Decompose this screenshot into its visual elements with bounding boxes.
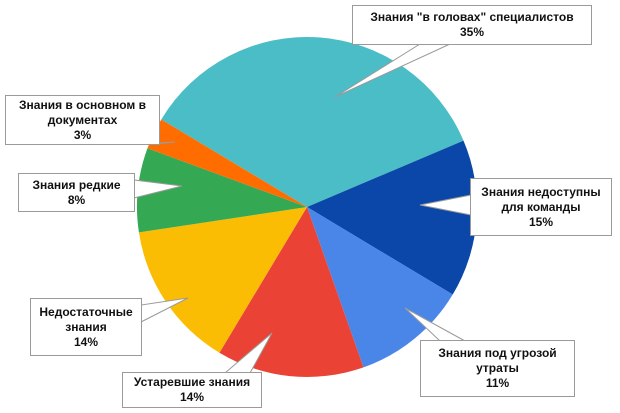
callout: Знания под угрозой утраты 11% [420,340,575,397]
value-label: 3% [73,127,92,142]
slice-label: Знания в основном в документах [19,97,146,127]
callout: Недостаточные знания 14% [30,298,142,356]
pie-slice [138,207,307,353]
pie-slice [161,36,464,207]
callout: Знания в основном в документах 3% [5,95,160,145]
callout: Знания "в головах" специалистов 35% [352,5,592,45]
slice-label: Знания недоступны для команды [481,184,601,214]
pie-slice [219,207,364,377]
pie-slice [307,207,453,368]
callout: Устаревшие знания 14% [122,372,262,408]
callout: Знания недоступны для команды 15% [470,178,612,236]
slice-label: Знания под угрозой утраты [438,346,557,375]
value-label: 14% [73,334,99,349]
value-label: 8% [67,192,86,207]
value-label: 11% [485,376,510,390]
pie-slice [147,119,307,207]
value-label: 15% [528,214,554,229]
slice-label: Недостаточные знания [39,304,133,334]
callout: Знания редкие 8% [18,173,135,212]
slice-label: Знания "в головах" специалистов [370,10,574,24]
value-label: 14% [179,390,205,404]
slice-label: Знания редкие [32,177,121,192]
pie-slice [307,140,477,295]
value-label: 35% [459,25,485,39]
pie-slice [137,148,307,233]
slice-label: Устаревшие знания [133,375,251,389]
